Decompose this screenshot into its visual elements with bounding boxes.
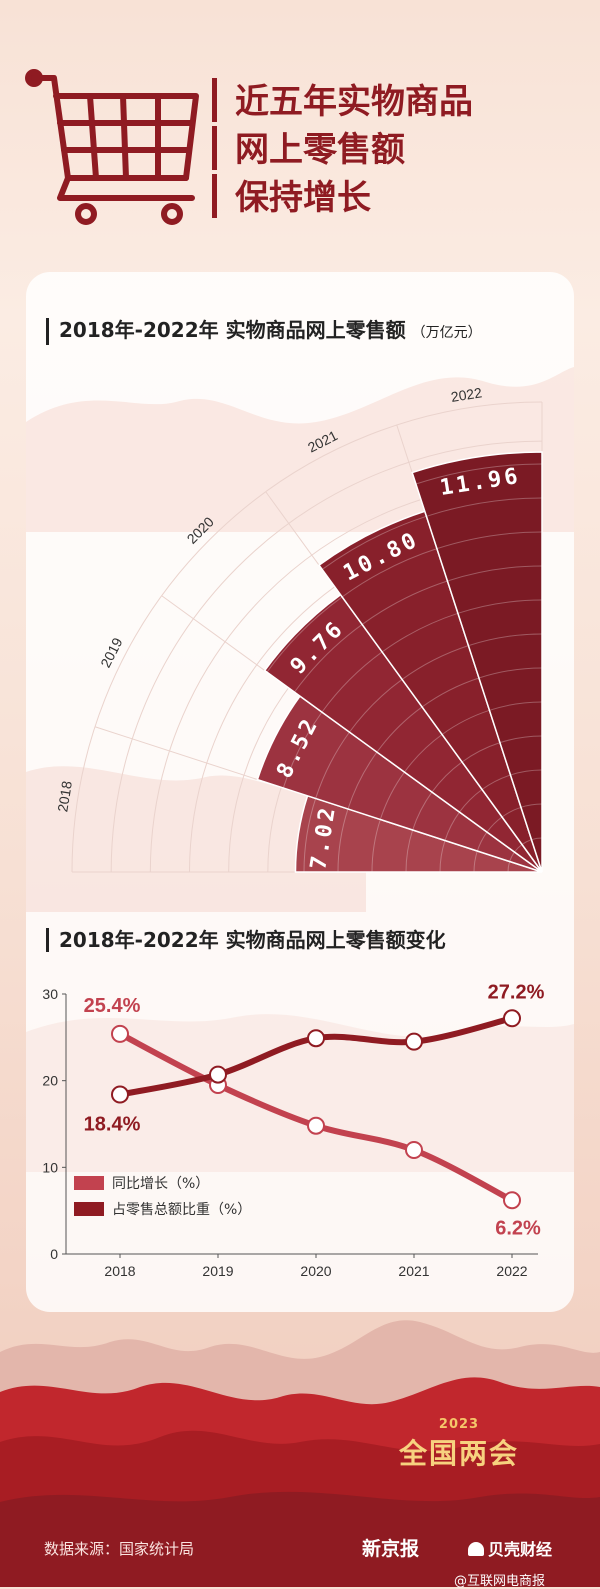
title-block: 近五年实物商品 网上零售额 保持增长 <box>0 50 600 230</box>
sector-ring <box>376 706 423 753</box>
data-point <box>307 1116 325 1135</box>
sector-ring <box>426 497 543 517</box>
sector-ring <box>361 580 448 625</box>
data-point <box>111 1024 129 1043</box>
sector-ring <box>294 624 363 693</box>
x-tick-label: 2018 <box>104 1263 135 1279</box>
sector-ring <box>404 734 443 773</box>
footer: 2023 全国两会 数据来源：国家统计局 新京报 贝壳财经 @互联网电商报 <box>0 1312 600 1589</box>
data-point <box>111 1085 129 1104</box>
publisher-logo-1: 新京报 <box>362 1538 420 1560</box>
sector-ring <box>468 633 543 647</box>
year-label: 2022 <box>450 384 483 405</box>
year-label: 2020 <box>184 513 217 546</box>
sector-ring <box>315 731 350 799</box>
sector-ring <box>412 791 433 831</box>
page-title: 近五年实物商品 网上零售额 保持增长 <box>212 78 473 222</box>
data-point <box>405 1032 423 1051</box>
annotation-label: 27.2% <box>488 981 545 1003</box>
x-tick-label: 2021 <box>398 1263 429 1279</box>
data-point <box>503 1191 521 1210</box>
title-line-2: 网上零售额 <box>212 126 473 170</box>
watermark: @互联网电商报 <box>454 1574 546 1589</box>
data-point <box>503 1009 521 1028</box>
legend-label: 同比增长（%） <box>112 1176 209 1192</box>
annotation-label: 6.2% <box>495 1217 541 1239</box>
y-tick-label: 0 <box>50 1246 58 1262</box>
title-line-3: 保持增长 <box>212 174 473 218</box>
sector-ring <box>405 829 414 873</box>
data-point <box>209 1065 227 1084</box>
legend-label: 占零售总额比重（%） <box>112 1202 251 1218</box>
sector-ring <box>520 803 543 808</box>
event-badge: 2023 全国两会 <box>384 1417 534 1472</box>
radial-chart-title: 2018年-2022年 实物商品网上零售额 （万亿元） <box>46 318 482 345</box>
sector-ring <box>282 711 323 789</box>
sector-ring <box>371 819 381 873</box>
sector-ring <box>347 751 378 810</box>
year-label: 2018 <box>54 780 75 813</box>
data-point <box>405 1141 423 1159</box>
shopping-cart-icon <box>25 69 199 225</box>
title-line-1: 近五年实物商品 <box>212 78 473 122</box>
x-tick-label: 2019 <box>202 1263 233 1279</box>
sector-ring <box>379 771 405 820</box>
annotation-label: 18.4% <box>84 1114 141 1136</box>
legend-swatch <box>74 1176 104 1190</box>
sector-ring <box>321 515 427 570</box>
sector-ring <box>337 808 349 873</box>
sector-ring <box>510 769 543 776</box>
radial-unit-label: （万亿元） <box>411 325 482 341</box>
sector-ring <box>303 798 317 873</box>
guide-ring <box>71 401 543 873</box>
y-tick-label: 30 <box>42 986 58 1002</box>
year-label: 2021 <box>305 427 340 455</box>
sector-ring <box>431 761 463 793</box>
annotation-label: 25.4% <box>84 995 141 1017</box>
year-label: 2019 <box>97 635 125 670</box>
sector-ring <box>499 735 543 744</box>
sector-ring <box>415 463 543 485</box>
badge-year: 2023 <box>438 1417 480 1432</box>
sector-ring <box>266 596 343 673</box>
publisher-2-name: 贝壳财经 <box>488 1540 553 1559</box>
y-tick-label: 20 <box>42 1073 58 1089</box>
sector-ring <box>341 548 438 598</box>
sector-ring <box>381 612 459 653</box>
sector-ring <box>447 565 543 582</box>
sector-ring <box>349 679 403 733</box>
data-point <box>307 1029 325 1048</box>
legend-swatch <box>74 1202 104 1216</box>
sector-ring <box>436 531 543 550</box>
sector-ring <box>489 701 543 711</box>
sector-ring <box>478 667 543 679</box>
sector-ring <box>401 645 469 680</box>
sector-ring <box>461 742 501 763</box>
sector-ring <box>531 837 543 841</box>
data-source: 数据来源：国家统计局 <box>44 1540 195 1558</box>
sector-ring <box>441 709 490 735</box>
shell-icon <box>468 1542 484 1556</box>
chart-card: 2018年-2022年 实物商品网上零售额 （万亿元） 7.02 2018 8.52 2… <box>26 272 574 1312</box>
badge-name: 全国两会 <box>398 1437 519 1470</box>
x-tick-label: 2020 <box>300 1263 331 1279</box>
y-tick-label: 10 <box>42 1159 58 1175</box>
line-chart: 0 10 20 30 2018 2019 2020 2021 2022 25.4% 18.4% 27.… <box>42 981 545 1279</box>
sector-ring <box>321 651 383 713</box>
guide-ring <box>110 440 543 873</box>
radial-bar <box>411 451 543 873</box>
sector-ring <box>421 677 480 708</box>
x-tick-label: 2022 <box>496 1263 527 1279</box>
radial-title-text: 2018年-2022年 实物商品网上零售额 <box>59 318 406 342</box>
sector-ring <box>457 599 543 614</box>
line-chart-title: 2018年-2022年 实物商品网上零售额变化 <box>46 928 446 952</box>
publisher-logo-2: 贝壳财经 <box>468 1536 552 1560</box>
footer-mountains <box>0 1320 600 1587</box>
